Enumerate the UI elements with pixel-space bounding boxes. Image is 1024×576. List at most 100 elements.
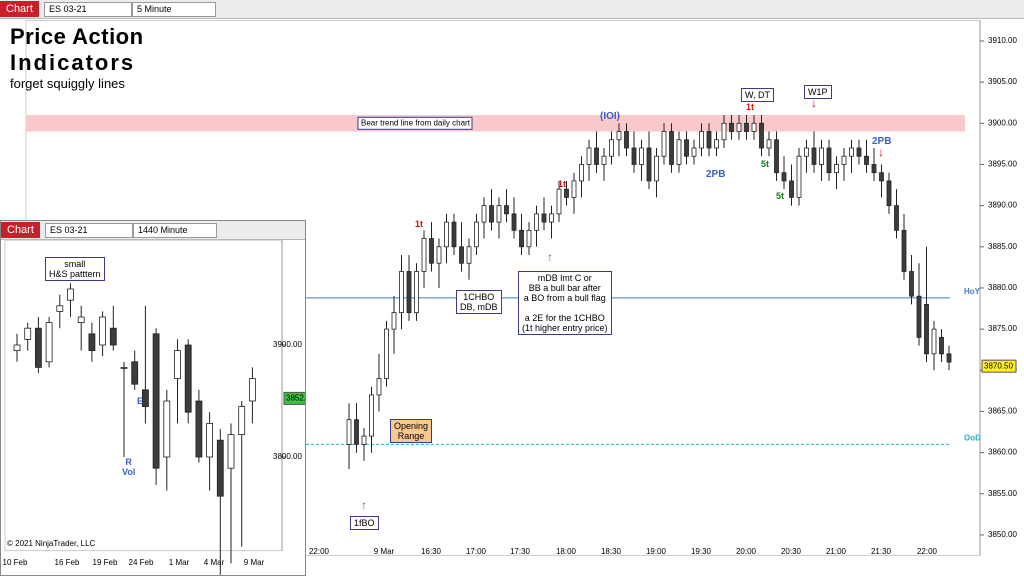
candle-body <box>714 139 719 149</box>
candle-body <box>541 213 547 223</box>
arrow: ↑ <box>361 498 367 512</box>
title: Price Action <box>10 24 144 49</box>
arrow: ↓ <box>878 145 884 159</box>
candle-body <box>789 180 794 198</box>
candle-body <box>346 419 352 445</box>
instrument-select[interactable]: ES 03-21 <box>44 2 132 17</box>
candle-body <box>444 221 449 248</box>
candle-body <box>184 344 192 413</box>
title: Indicators <box>10 50 136 75</box>
candle-body <box>376 378 382 396</box>
candle-body <box>924 304 929 355</box>
annotation: small H&S patttern <box>45 257 105 281</box>
candle-body <box>834 164 839 174</box>
x-tick-label: 18:00 <box>556 547 577 556</box>
trend-band <box>26 115 965 132</box>
y-tick-label: 3900.00 <box>988 118 1017 127</box>
candle-body <box>56 305 64 312</box>
candle-body <box>248 378 256 402</box>
candle-body <box>99 316 106 346</box>
candle-body <box>88 333 96 351</box>
annotation: W, DT <box>741 88 774 102</box>
candle-body <box>871 164 877 174</box>
annotation: (IOI) <box>600 111 620 122</box>
candle-body <box>841 155 847 165</box>
x-tick-label: 17:30 <box>510 547 531 556</box>
annotation: E <box>137 396 144 406</box>
x-tick-label: 17:00 <box>466 547 487 556</box>
candle-body <box>736 122 742 132</box>
x-tick-label: 24 Feb <box>129 558 154 567</box>
candle-body <box>721 122 727 141</box>
candle-body <box>916 295 922 338</box>
candle-body <box>466 246 472 264</box>
interval-select[interactable]: 5 Minute <box>132 2 216 17</box>
last-price-tag <box>981 359 1017 373</box>
candle-body <box>152 333 160 469</box>
candle-body <box>474 221 479 248</box>
x-tick-label: 16 Feb <box>55 558 80 567</box>
annotation: W1P <box>804 85 832 99</box>
candle-body <box>481 205 487 223</box>
instrument-select[interactable]: ES 03-21 <box>45 223 133 238</box>
candle-body <box>931 328 937 355</box>
candle-body <box>216 439 224 497</box>
candle-body <box>414 271 419 314</box>
interval-select[interactable]: 1440 Minute <box>133 223 217 238</box>
candle-body <box>45 322 53 363</box>
chart-tab[interactable]: Chart <box>0 1 39 17</box>
x-tick-label: 22:00 <box>917 547 938 556</box>
candle-body <box>939 336 944 355</box>
candle-body <box>856 147 862 157</box>
candle-body <box>729 122 734 132</box>
annotation: 5t <box>761 159 770 169</box>
candle-body <box>174 350 181 380</box>
x-tick-label: 10 Feb <box>3 558 28 567</box>
y-tick-label: 3895.00 <box>988 160 1017 169</box>
candle-body <box>826 147 832 174</box>
candle-body <box>504 205 509 215</box>
annotation: 1CHBO DB, mDB <box>456 290 502 314</box>
candle-body <box>163 400 171 458</box>
candle-body <box>781 172 787 182</box>
candle-body <box>496 205 502 223</box>
candle-body <box>759 122 764 149</box>
x-tick-label: 18:30 <box>601 547 622 556</box>
candle-body <box>67 288 74 301</box>
y-tick-label: 3890.00 <box>988 201 1017 210</box>
candle-body <box>864 155 869 165</box>
candle-body <box>369 394 374 437</box>
candle-body <box>684 139 689 157</box>
candle-body <box>661 131 667 157</box>
candle-body <box>654 155 659 182</box>
candle-body <box>639 147 644 165</box>
level-label: OoD <box>964 433 981 442</box>
y-tick-label: 3860.00 <box>988 448 1017 457</box>
candle-body <box>774 139 779 174</box>
y-tick-label: 3865.00 <box>988 407 1017 416</box>
candle-body <box>601 155 607 165</box>
candle-body <box>691 147 697 157</box>
candle-body <box>819 147 824 165</box>
candle-body <box>796 155 802 198</box>
x-tick-label: 9 Mar <box>374 547 395 556</box>
candle-body <box>451 221 457 248</box>
candle-body <box>35 327 42 368</box>
candle-body <box>894 205 899 231</box>
candle-body <box>238 406 246 436</box>
level-label: HoY <box>964 287 981 296</box>
toolbar: Chart ES 03-21 5 Minute <box>0 0 1024 19</box>
candle-body <box>227 434 235 469</box>
candle-body <box>399 271 404 314</box>
annotation: 5t <box>776 191 785 201</box>
candle-body <box>406 271 412 314</box>
annotation: 2PB <box>872 136 892 147</box>
y-tick-label: 3885.00 <box>988 242 1017 251</box>
candle-body <box>886 180 892 207</box>
x-tick-label: 9 Mar <box>244 558 265 567</box>
y-tick-label: 3850.00 <box>988 530 1017 539</box>
last-price-label: 3870.50 <box>984 361 1013 370</box>
chart-tab[interactable]: Chart <box>1 222 40 238</box>
candle-body <box>849 147 854 157</box>
candle-body <box>946 353 952 363</box>
